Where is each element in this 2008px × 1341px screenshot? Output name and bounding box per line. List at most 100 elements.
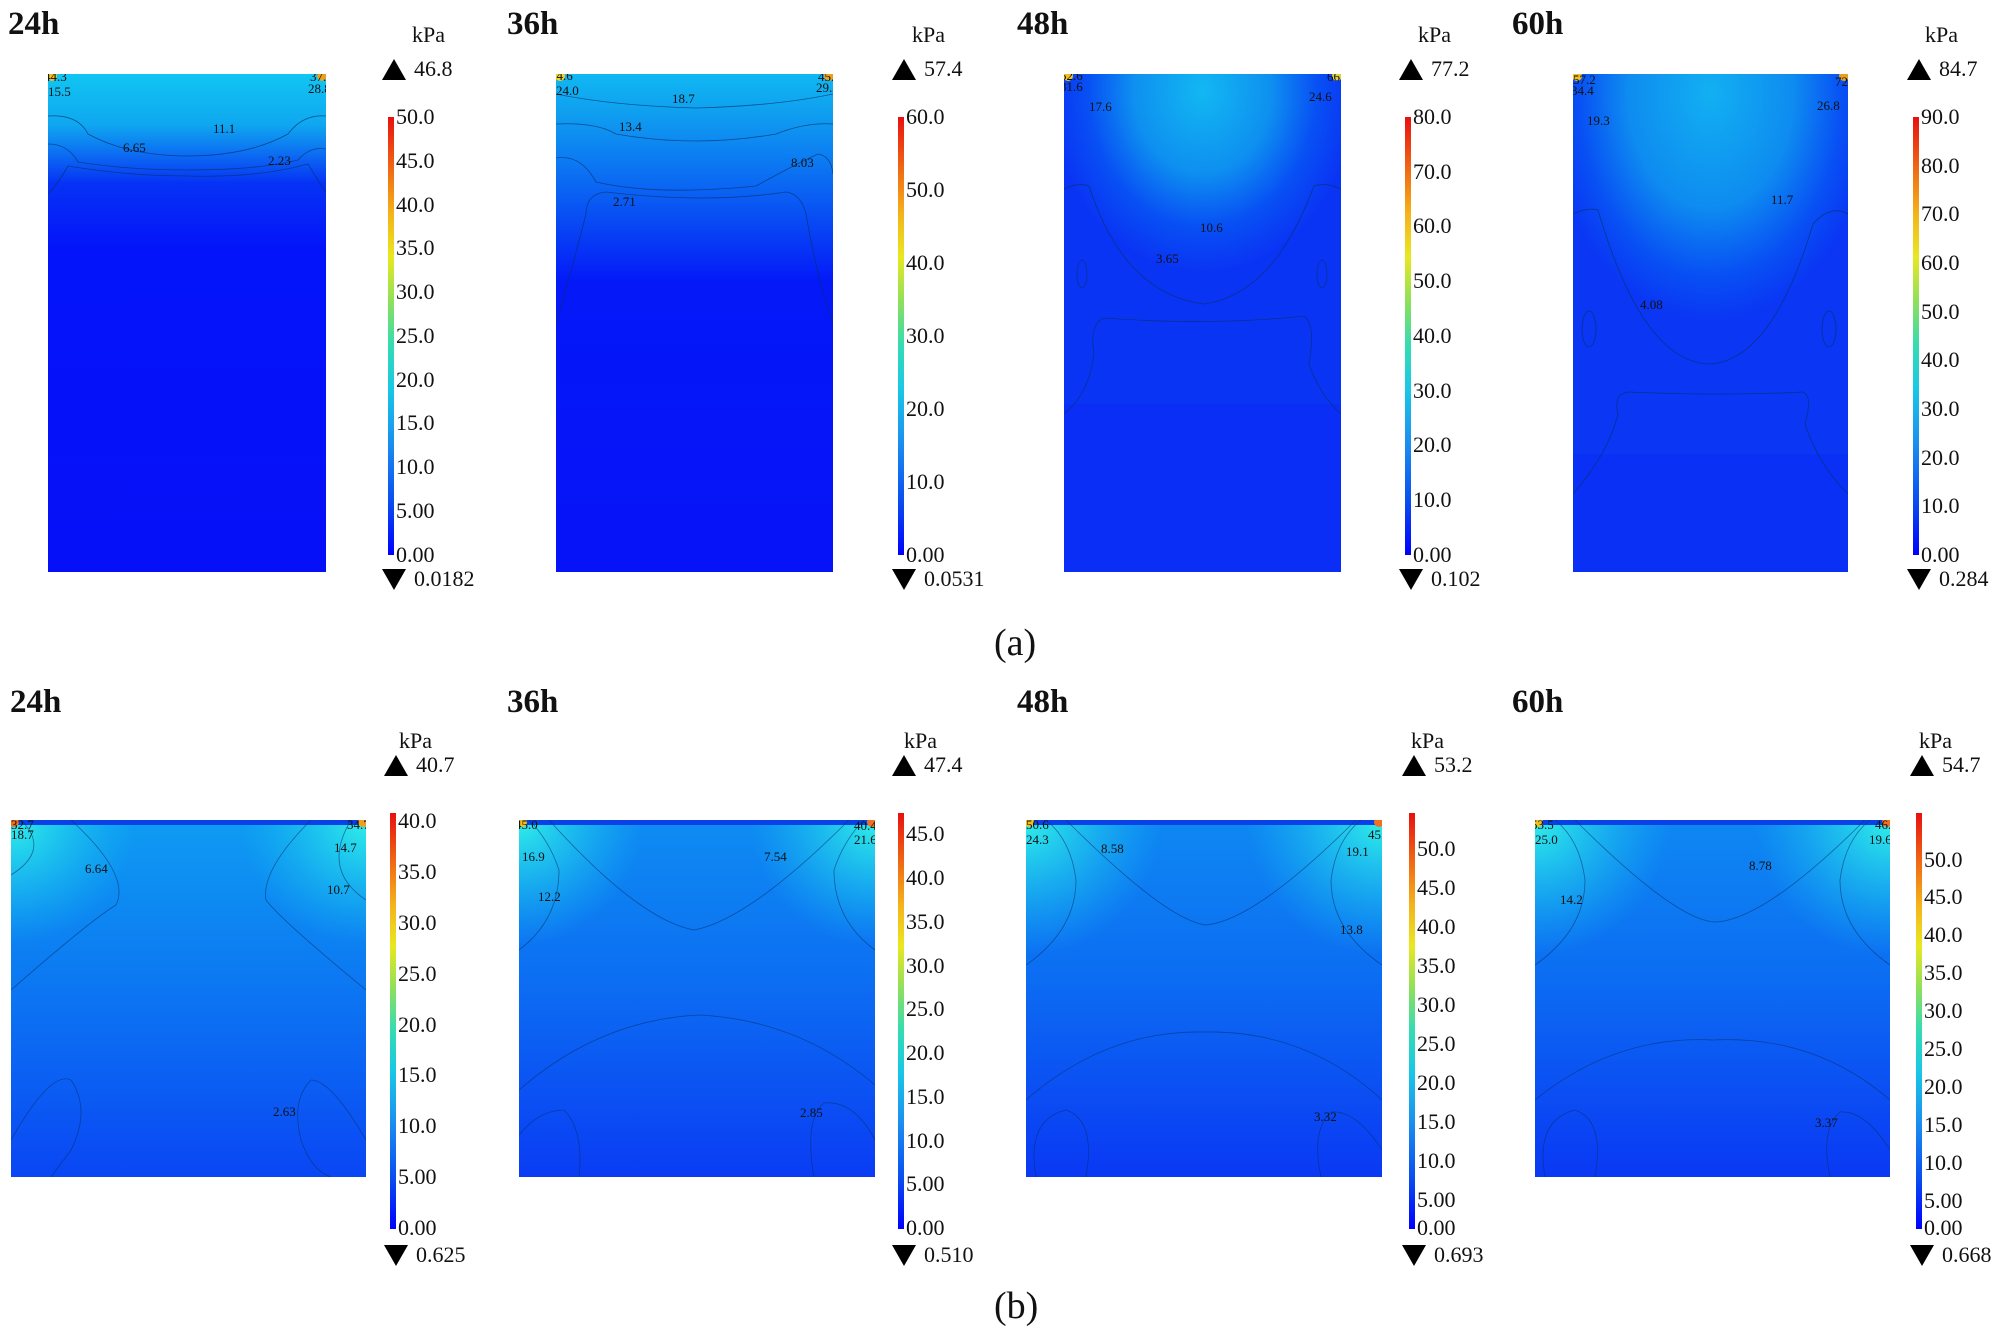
colorbar-tick: 70.0 [1413,159,1452,184]
colorbar-tick: 20.0 [1921,445,1960,470]
colorbar [1409,813,1415,1229]
colorbar-tick: 0.00 [1417,1215,1456,1240]
unit-label: kPa [904,728,937,753]
contour-label: 19.6 [1869,832,1890,847]
colorbar-tick: 20.0 [1924,1074,1963,1099]
panel-title: 24h [8,6,60,42]
colorbar-tick: 35.0 [906,909,945,934]
contour-label: 13.8 [1340,922,1363,937]
unit-label: kPa [1925,22,1958,47]
contour-label: 12.2 [538,889,561,904]
stress-contour-plot: 45.0 16.9 12.2 40.4 21.6 7.54 2.85 [519,820,875,1177]
colorbar-tick: 60.0 [1921,250,1960,275]
colorbar-tick: 20.0 [1417,1070,1456,1095]
panel-title: 24h [10,684,62,720]
colorbar-tick: 40.0 [1921,347,1960,372]
contour-label: 26.8 [1817,98,1840,113]
colorbar-tick: 20.0 [906,396,945,421]
max-triangle-icon [384,754,408,776]
unit-label: kPa [1919,728,1952,753]
colorbar-tick: 0.00 [1921,542,1960,567]
max-value: 53.2 [1402,754,1473,776]
min-triangle-icon [1910,1244,1934,1266]
colorbar-tick: 70.0 [1921,201,1960,226]
colorbar-tick: 60.0 [906,104,945,129]
max-triangle-icon [382,58,406,80]
colorbar-tick: 5.00 [396,498,435,523]
contour-label: 14.2 [1560,892,1583,907]
colorbar-tick: 30.0 [906,953,945,978]
colorbar-tick: 80.0 [1413,104,1452,129]
colorbar [1913,117,1919,555]
colorbar-tick: 25.0 [398,961,437,986]
contour-label: 2.23 [268,153,291,168]
colorbar-tick: 15.0 [396,410,435,435]
contour-label: 2.63 [273,1104,296,1119]
contour-label: 45.3 [818,74,833,84]
min-triangle-icon [1402,1244,1426,1266]
colorbar-tick: 60.0 [1413,213,1452,238]
colorbar-tick: 10.0 [1924,1150,1963,1175]
colorbar-tick: 40.0 [398,808,437,833]
stress-contour-plot: 44.3 15.5 37.6 28.8 11.1 6.65 2.23 [48,74,326,572]
contour-label: 52.6 [1064,74,1083,83]
stress-contour-plot: 54.6 24.0 45.3 29.3 18.7 13.4 8.03 2.71 [556,74,833,572]
contour-label: 57.2 [1573,74,1596,87]
contour-label: 13.4 [619,119,642,134]
unit-label: kPa [912,22,945,47]
colorbar-tick: 30.0 [906,323,945,348]
colorbar-tick: 90.0 [1921,104,1960,129]
colorbar-tick: 50.0 [1921,299,1960,324]
panel-title: 60h [1512,6,1564,42]
min-triangle-icon [892,1244,916,1266]
colorbar-tick: 35.0 [1924,960,1963,985]
colorbar-tick: 80.0 [1921,153,1960,178]
colorbar-tick: 25.0 [906,996,945,1021]
contour-label: 29.3 [816,80,833,95]
min-value: 0.668 [1910,1244,1992,1266]
colorbar-tick: 40.0 [1413,323,1452,348]
min-triangle-icon [382,568,406,590]
contour-label: 3.37 [1815,1115,1838,1130]
max-value: 47.4 [892,754,963,776]
contour-label: 11.7 [1771,192,1794,207]
max-triangle-icon [892,754,916,776]
colorbar-tick: 45.0 [1924,884,1963,909]
colorbar-tick: 0.00 [906,1215,945,1240]
stress-contour-plot: 50.6 24.3 8.58 45.4 19.1 13.8 3.32 [1026,820,1382,1177]
panel-title: 48h [1017,6,1069,42]
contour-label: 44.3 [48,74,67,84]
contour-label: 18.7 [672,91,695,106]
colorbar-tick: 15.0 [1924,1112,1963,1137]
contour-label: 6.64 [85,861,108,876]
colorbar-tick: 30.0 [1413,378,1452,403]
colorbar-tick: 40.0 [1924,922,1963,947]
unit-label: kPa [399,728,432,753]
contour-label: 7.54 [764,849,787,864]
panel-title: 36h [507,6,559,42]
contour-label: 28.8 [308,81,326,96]
contour-label: 18.7 [11,827,34,842]
max-triangle-icon [1910,754,1934,776]
colorbar-tick: 10.0 [1413,487,1452,512]
contour-label: 3.65 [1156,251,1179,266]
colorbar-tick: 40.0 [906,250,945,275]
colorbar-tick: 15.0 [906,1084,945,1109]
contour-label: 3.32 [1314,1109,1337,1124]
contour-label: 6.65 [123,140,146,155]
colorbar-tick: 50.0 [1413,268,1452,293]
min-value: 0.625 [384,1244,466,1266]
min-value: 0.0531 [892,568,985,590]
colorbar-tick: 25.0 [396,323,435,348]
contour-label: 32.7 [11,820,34,832]
max-triangle-icon [1399,58,1423,80]
colorbar-tick: 30.0 [398,910,437,935]
max-value: 54.7 [1910,754,1981,776]
colorbar-tick: 0.00 [906,542,945,567]
max-triangle-icon [1907,58,1931,80]
contour-label: 2.71 [613,194,636,209]
colorbar-tick: 30.0 [1921,396,1960,421]
contour-label: 72.4 [1835,74,1848,89]
stress-contour-plot: 52.6 31.6 17.6 66.6 24.6 10.6 3.65 [1064,74,1341,572]
contour-label: 8.58 [1101,841,1124,856]
